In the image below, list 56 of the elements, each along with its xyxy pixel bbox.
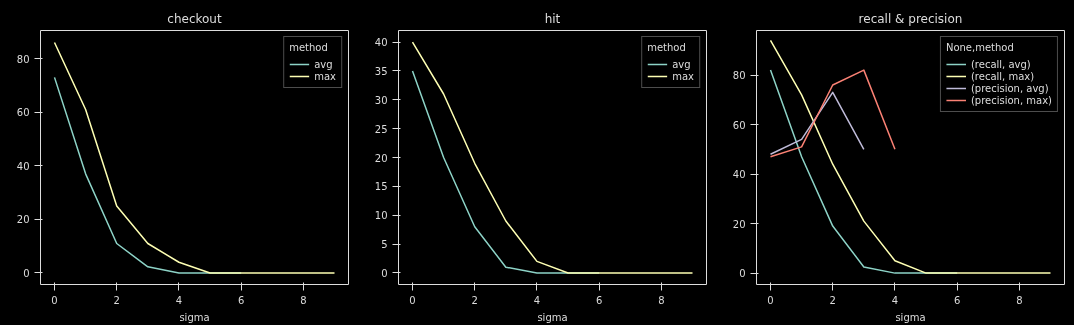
legend-label: (precision, max) xyxy=(970,94,1052,106)
chart-title: hit xyxy=(544,11,561,26)
x-tick-label: 6 xyxy=(595,294,603,306)
legend-label: (recall, avg) xyxy=(970,58,1031,70)
y-tick-label: 15 xyxy=(374,181,388,193)
y-tick-label: 40 xyxy=(374,37,388,49)
y-tick-label: 35 xyxy=(374,65,388,77)
y-tick-label: 0 xyxy=(739,268,746,280)
chart-title: checkout xyxy=(167,11,222,26)
legend-label: (precision, avg) xyxy=(970,82,1049,94)
x-tick-label: 2 xyxy=(471,294,478,306)
line-series xyxy=(411,41,694,274)
line-series xyxy=(769,91,865,156)
x-tick-label: 2 xyxy=(113,294,120,306)
y-tick-label: 40 xyxy=(732,169,746,181)
y-tick-label: 5 xyxy=(381,239,388,251)
y-tick-label: 25 xyxy=(374,123,388,135)
x-tick-label: 4 xyxy=(175,294,183,306)
line-series xyxy=(769,39,1052,274)
y-tick-label: 10 xyxy=(374,210,388,222)
x-tick-label: 4 xyxy=(891,294,899,306)
x-tick-label: 0 xyxy=(51,294,58,306)
y-tick-label: 0 xyxy=(23,267,30,279)
x-tick-label: 2 xyxy=(829,294,836,306)
y-tick-label: 60 xyxy=(16,107,30,119)
y-tick-label: 80 xyxy=(16,53,30,65)
chart-title: recall & precision xyxy=(858,11,963,26)
y-tick-label: 80 xyxy=(732,70,746,82)
y-tick-label: 0 xyxy=(381,267,388,279)
y-tick-label: 60 xyxy=(732,119,746,131)
x-axis-title: sigma xyxy=(179,311,210,323)
x-tick-label: 8 xyxy=(1016,294,1023,306)
x-tick-label: 8 xyxy=(300,294,307,306)
y-tick-label: 40 xyxy=(16,160,30,172)
legend-label: avg xyxy=(314,58,334,70)
legend-label: (recall, max) xyxy=(970,70,1035,82)
x-tick-label: 0 xyxy=(767,294,774,306)
x-tick-label: 6 xyxy=(953,294,961,306)
y-tick-label: 20 xyxy=(374,152,388,164)
y-tick-label: 20 xyxy=(732,218,746,230)
x-tick-label: 4 xyxy=(533,294,541,306)
x-tick-label: 0 xyxy=(409,294,416,306)
legend-title: None,method xyxy=(945,42,1015,53)
x-tick-label: 8 xyxy=(658,294,665,306)
legend-label: avg xyxy=(672,58,692,70)
x-tick-label: 6 xyxy=(237,294,245,306)
x-axis-title: sigma xyxy=(895,311,926,323)
legend-label: max xyxy=(314,70,336,82)
line-series xyxy=(769,69,896,158)
y-tick-label: 30 xyxy=(374,94,388,106)
x-axis-title: sigma xyxy=(537,311,568,323)
legend-title: method xyxy=(647,42,687,53)
y-tick-label: 20 xyxy=(16,214,30,226)
legend-title: method xyxy=(289,42,329,53)
legend-label: max xyxy=(672,70,694,82)
line-series xyxy=(53,41,336,274)
